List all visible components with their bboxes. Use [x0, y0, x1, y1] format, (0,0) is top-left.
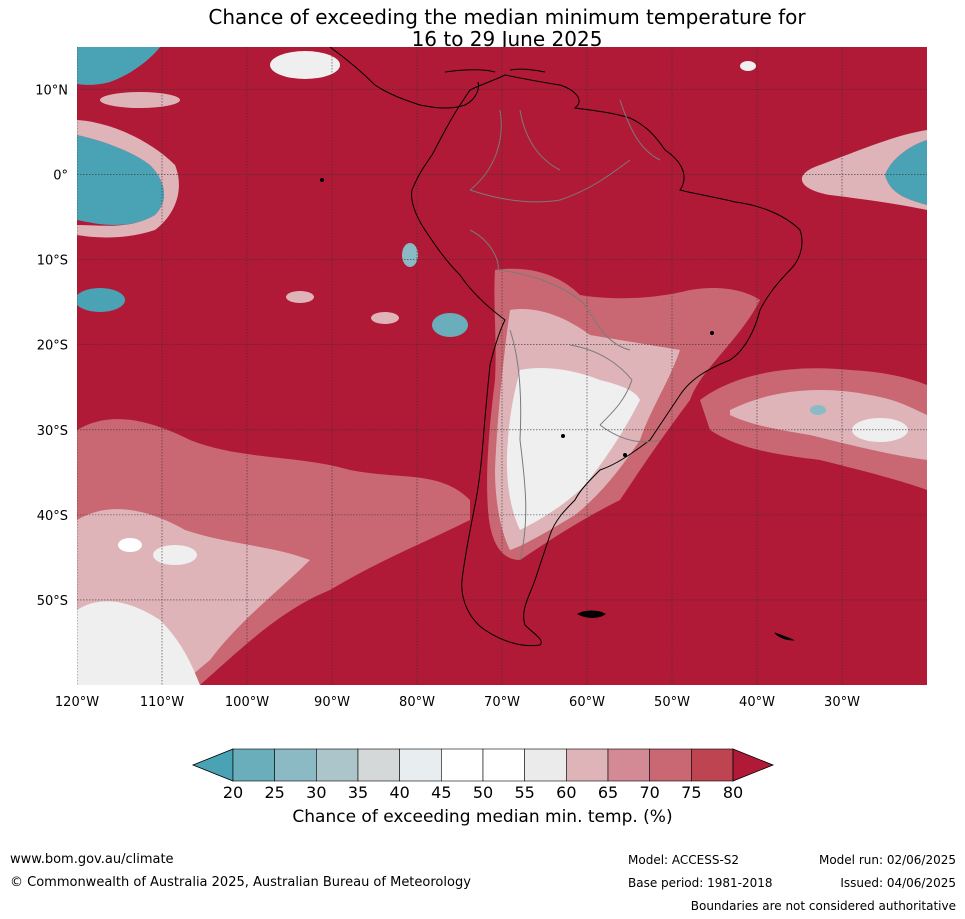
colorbar-segment	[357, 748, 400, 782]
field-sa-neutral	[506, 368, 640, 530]
field-pacific-light	[77, 120, 179, 238]
latitude-tick-label: 40°S	[37, 509, 68, 524]
field-patch	[286, 291, 314, 303]
colorbar-segment	[482, 748, 525, 782]
longitude-tick-label: 40°W	[739, 695, 775, 710]
longitude-labels: 120°W 110°W 100°W 90°W 80°W 70°W 60°W 50°W 40°W 3…	[55, 695, 860, 710]
colorbar-tick-label: 45	[431, 783, 451, 802]
longitude-tick-label: 60°W	[569, 695, 605, 710]
colorbar-tick-label: 65	[598, 783, 618, 802]
latitude-tick-label: 50°S	[37, 594, 68, 609]
latitude-tick-label: 0°	[53, 169, 68, 184]
field-patch	[100, 92, 180, 108]
field-patch	[371, 312, 399, 324]
central-america-coastline	[329, 47, 479, 109]
colorbar-segment	[316, 748, 359, 782]
colorbar-segment	[524, 748, 567, 782]
field-pacific-low	[77, 135, 165, 225]
latitude-labels: 10°N 0° 10°S 20°S 30°S 40°S 50°S	[35, 84, 68, 609]
colorbar-tick-label: 40	[389, 783, 409, 802]
colorbar-segment	[274, 748, 317, 782]
gridlines	[77, 47, 927, 685]
colorbar-high-extend	[732, 748, 775, 782]
field-patch	[810, 405, 826, 415]
field-patch	[852, 418, 908, 442]
latitude-tick-label: 10°N	[35, 84, 68, 99]
colorbar-segment	[232, 748, 275, 782]
field-patch	[118, 538, 142, 552]
colorbar-segment	[399, 748, 442, 782]
colorbar-low-extend	[191, 748, 234, 782]
inland-lake	[710, 331, 714, 335]
colorbar	[191, 748, 775, 782]
field-nw-low	[77, 47, 160, 85]
footer-copyright: © Commonwealth of Australia 2025, Austra…	[10, 875, 471, 890]
colorbar-tick-label: 80	[723, 783, 743, 802]
longitude-tick-label: 50°W	[654, 695, 690, 710]
field-patch	[77, 288, 125, 312]
chart-title-line2: 16 to 29 June 2025	[411, 27, 603, 51]
colorbar-tick-label: 50	[473, 783, 493, 802]
footer-base-period: Base period: 1981-2018	[628, 876, 773, 890]
south-america-coastline	[411, 74, 803, 647]
south-georgia-island	[774, 632, 795, 641]
inland-lake	[623, 453, 627, 457]
colorbar-tick-label: 35	[348, 783, 368, 802]
longitude-tick-label: 120°W	[55, 695, 99, 710]
field-patch	[740, 61, 756, 71]
colorbar-segment	[649, 748, 692, 782]
field-atlantic-light	[730, 390, 927, 460]
latitude-tick-label: 10°S	[37, 254, 68, 269]
footer-model: Model: ACCESS-S2	[628, 853, 740, 867]
country-borders	[469, 99, 661, 561]
field-ne-light	[801, 130, 927, 210]
falkland-islands	[576, 610, 606, 618]
colorbar-title: Chance of exceeding median min. temp. (%…	[292, 807, 673, 827]
colorbar-tick-label: 75	[681, 783, 701, 802]
field-south-neutral	[77, 601, 200, 685]
colorbar-tick-label: 60	[556, 783, 576, 802]
longitude-tick-label: 30°W	[824, 695, 860, 710]
colorbar-segment	[566, 748, 609, 782]
galapagos-islands	[320, 178, 324, 182]
colorbar-tick-label: 70	[639, 783, 659, 802]
field-ne-low	[885, 140, 927, 205]
footer-disclaimer: Boundaries are not considered authoritat…	[690, 899, 956, 913]
colorbar-segment	[607, 748, 650, 782]
footer-url: www.bom.gov.au/climate	[10, 852, 174, 867]
field-patch	[432, 313, 468, 337]
latitude-tick-label: 20°S	[37, 339, 68, 354]
inland-lake	[561, 434, 565, 438]
footer-model-run: Model run: 02/06/2025	[818, 853, 956, 867]
colorbar-segment	[441, 748, 484, 782]
colorbar-tick-label: 55	[514, 783, 534, 802]
latitude-tick-label: 30°S	[37, 424, 68, 439]
longitude-tick-label: 90°W	[314, 695, 350, 710]
field-patch	[270, 51, 340, 79]
colorbar-tick-labels: 20 25 30 35 40 45 50 55 60 65 70 75 80	[223, 783, 743, 802]
field-patch	[153, 545, 197, 565]
longitude-tick-label: 70°W	[484, 695, 520, 710]
colorbar-segment	[691, 748, 734, 782]
longitude-tick-label: 80°W	[399, 695, 435, 710]
field-patch	[402, 243, 418, 267]
footer-issued: Issued: 04/06/2025	[840, 876, 956, 890]
longitude-tick-label: 110°W	[140, 695, 184, 710]
caribbean-islands	[444, 68, 546, 73]
longitude-tick-label: 100°W	[225, 695, 269, 710]
colorbar-tick-label: 25	[264, 783, 284, 802]
map-area	[77, 47, 927, 685]
colorbar-tick-label: 20	[223, 783, 243, 802]
chart-title-line1: Chance of exceeding the median minimum t…	[208, 5, 806, 29]
colorbar-tick-label: 30	[306, 783, 326, 802]
